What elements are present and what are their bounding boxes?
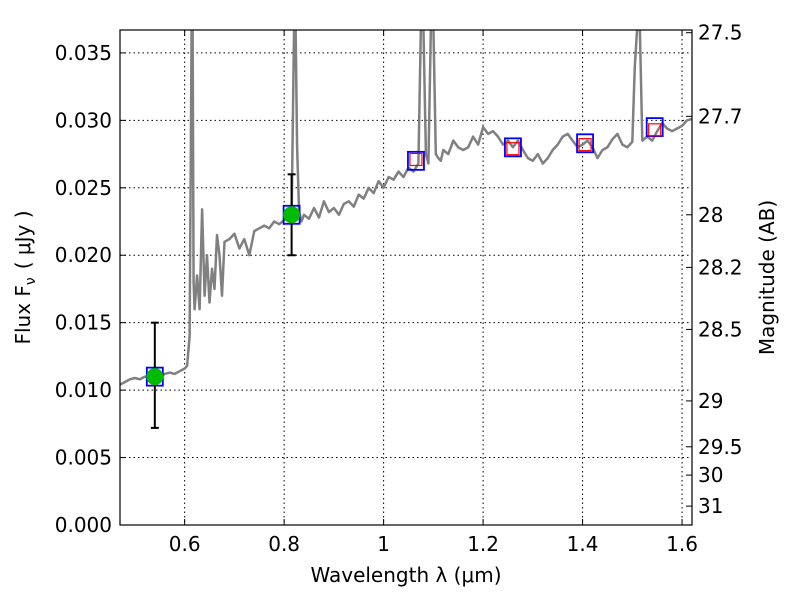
spectrum-series xyxy=(120,30,692,386)
y-tick-label: 0.010 xyxy=(55,378,112,402)
detection-point xyxy=(146,368,164,386)
right-axis-label: Magnitude (AB) xyxy=(755,200,779,355)
y-tick-label: 0.030 xyxy=(55,108,112,132)
right-tick-label: 29.5 xyxy=(698,435,743,459)
y-axis-label-unit: ( μJy ) xyxy=(11,210,35,269)
x-tick-label: 1.4 xyxy=(567,532,599,556)
y-axis-label-subscript: ν xyxy=(23,277,39,285)
right-tick-label: 28.5 xyxy=(698,317,743,341)
model-flux-box xyxy=(407,150,425,171)
right-tick-label: 27.7 xyxy=(698,104,743,128)
right-tick-label: 30 xyxy=(698,463,723,487)
photometry-series xyxy=(145,117,664,429)
axis-ticks: 0.6 0.8 1 1.2 1.4 1.6 0.000 0.005 0.010 0.015 0.02… xyxy=(55,21,743,556)
model-flux-box xyxy=(576,133,594,154)
right-tick-label: 27.5 xyxy=(698,21,743,45)
x-tick-label: 1 xyxy=(377,532,390,556)
filter-flux-box xyxy=(648,123,662,137)
plot-frame xyxy=(119,29,693,526)
x-tick-label: 0.8 xyxy=(268,532,300,556)
x-tick-label: 0.6 xyxy=(169,532,201,556)
spectrum-line xyxy=(120,30,692,386)
model-flux-box xyxy=(504,137,522,158)
right-tick-label: 28 xyxy=(698,203,723,227)
right-tick-label: 29 xyxy=(698,389,723,413)
detection-point xyxy=(283,206,301,224)
x-tick-label: 1.6 xyxy=(666,532,698,556)
filter-flux-box xyxy=(409,152,423,167)
x-axis-label: Wavelength λ (μm) xyxy=(310,563,501,587)
y-tick-label: 0.005 xyxy=(55,446,112,470)
y-tick-label: 0.025 xyxy=(55,176,112,200)
x-tick-label: 1.2 xyxy=(467,532,499,556)
y-tick-label: 0.015 xyxy=(55,311,112,335)
y-axis-label: Flux Fν ( μJy ) xyxy=(11,210,39,344)
y-axis-label-main: Flux F xyxy=(11,285,35,344)
y-tick-label: 0.020 xyxy=(55,243,112,267)
right-tick-label: 28.2 xyxy=(698,255,743,279)
filter-flux-box xyxy=(506,142,520,156)
right-tick-label: 31 xyxy=(698,494,723,518)
axis-labels: Wavelength λ (μm) Flux Fν ( μJy ) Magnitu… xyxy=(11,200,779,587)
filter-flux-box xyxy=(578,138,592,152)
y-tick-label: 0.000 xyxy=(55,513,112,537)
y-tick-label: 0.035 xyxy=(55,41,112,65)
